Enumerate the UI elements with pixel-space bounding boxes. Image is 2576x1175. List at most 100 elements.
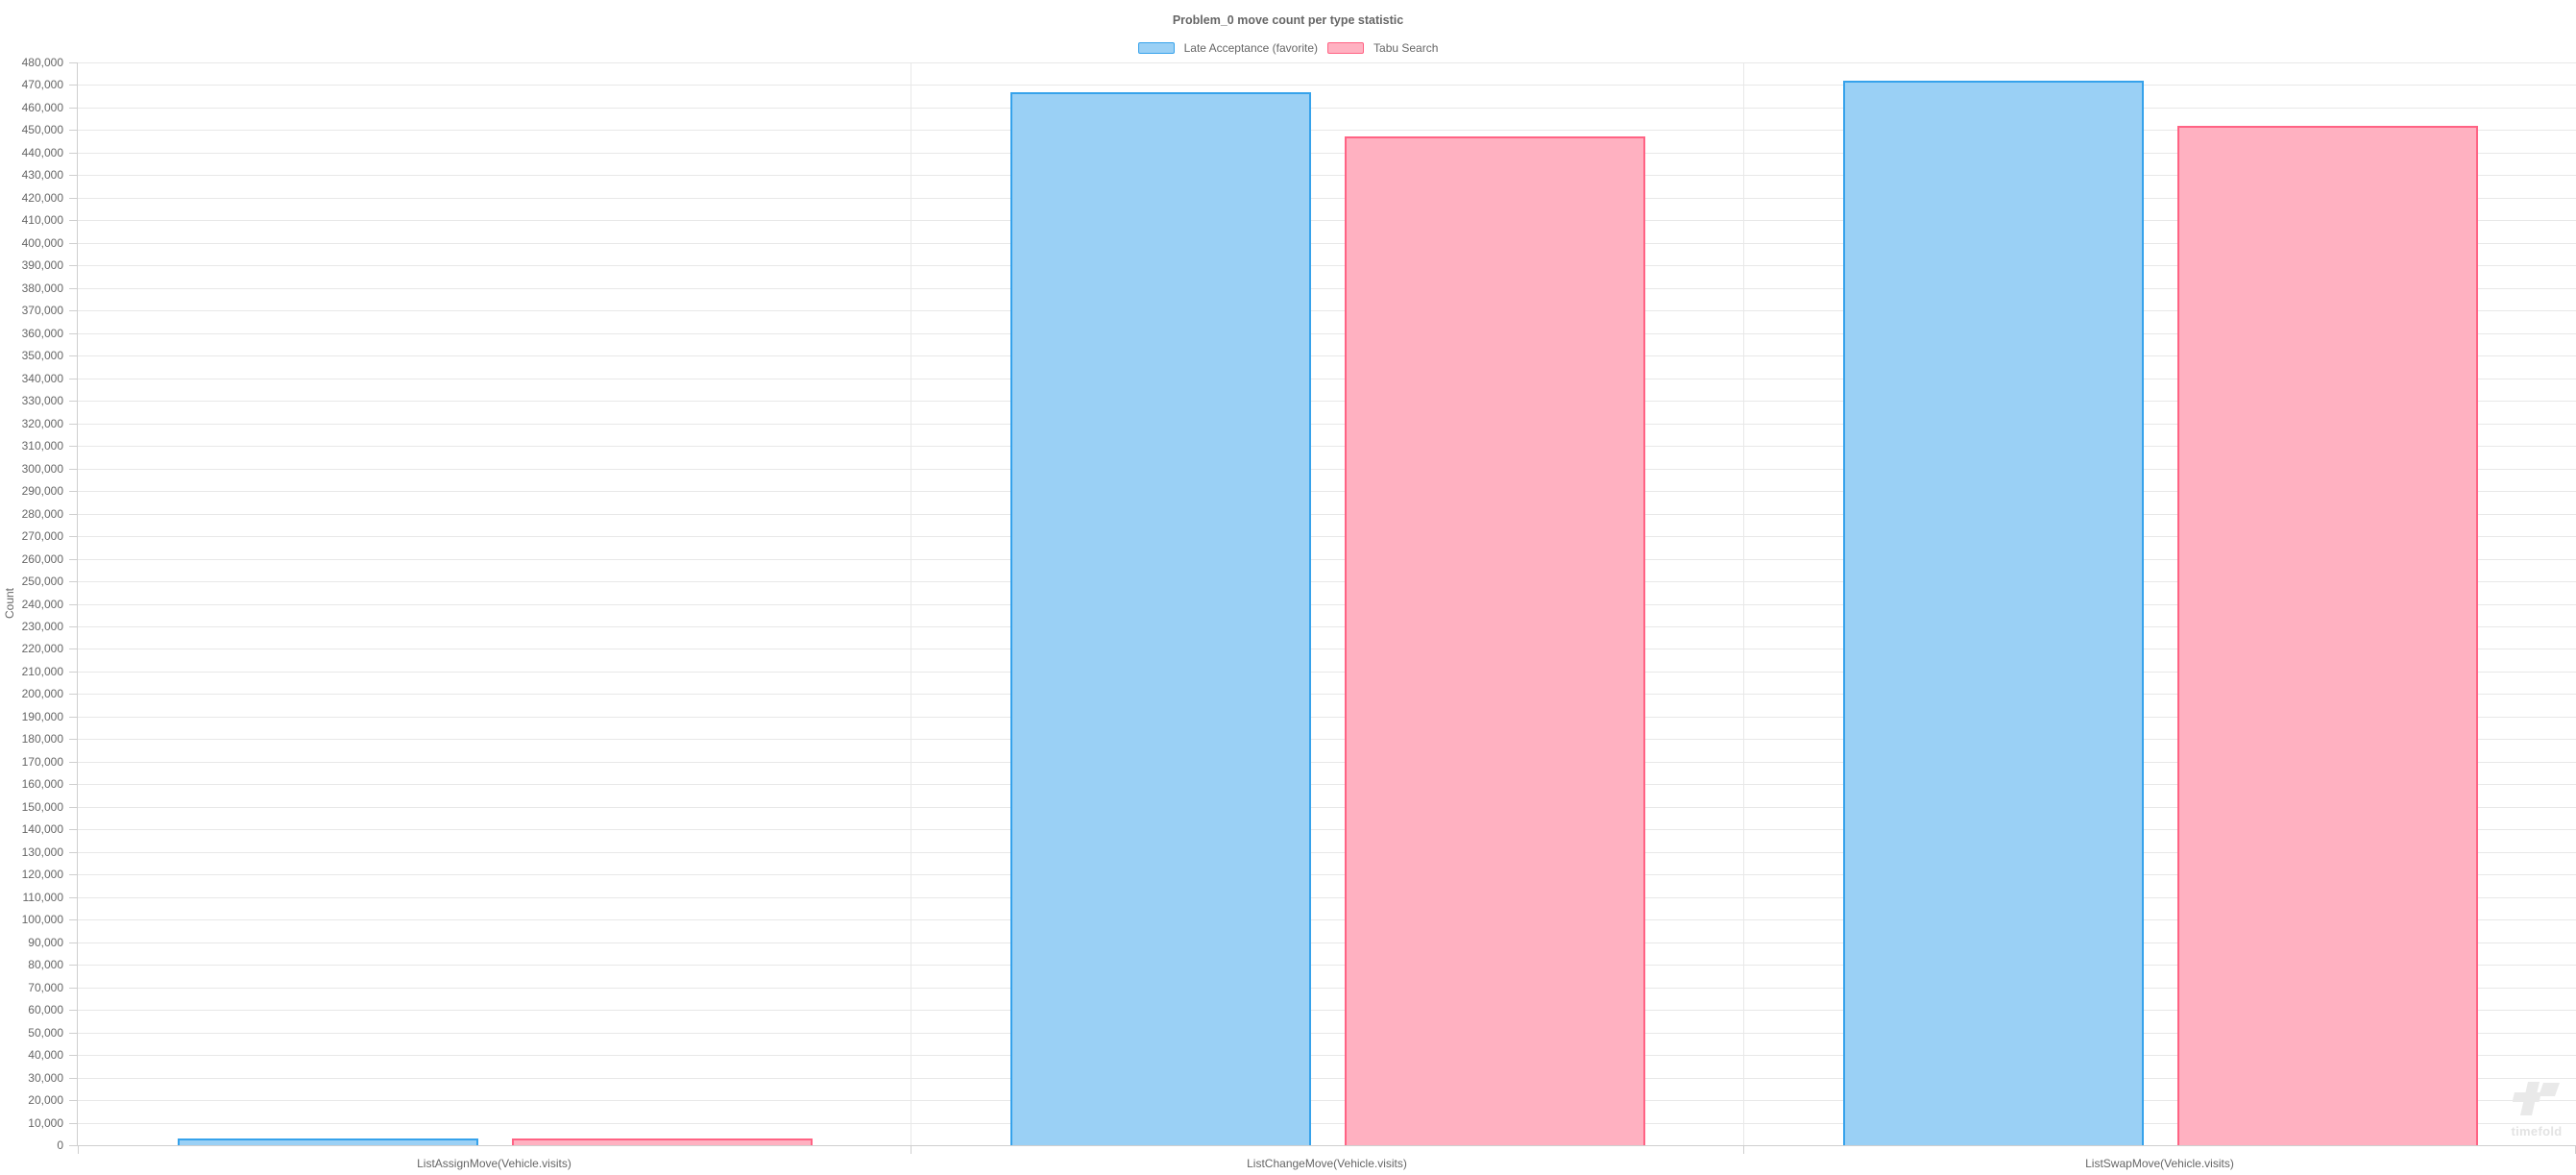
- y-tick: [69, 152, 77, 154]
- h-gridline: [78, 761, 2576, 763]
- y-tick-label: 110,000: [22, 890, 64, 904]
- y-tick: [69, 265, 77, 267]
- y-tick-label: 470,000: [21, 78, 63, 92]
- y-tick-label: 200,000: [21, 687, 63, 701]
- h-gridline: [78, 287, 2576, 289]
- h-gridline: [78, 107, 2576, 109]
- h-gridline: [78, 987, 2576, 989]
- bar-late-acceptance-favorite-listassignmove-vehicle-visits[interactable]: [178, 1138, 478, 1145]
- h-gridline: [78, 1077, 2576, 1079]
- y-tick-label: 60,000: [28, 1003, 63, 1017]
- x-tick: [78, 1146, 79, 1154]
- plot-area: [69, 62, 2576, 1154]
- watermark: timefold: [2503, 1079, 2570, 1138]
- h-gridline: [78, 468, 2576, 470]
- y-tick: [69, 197, 77, 199]
- h-gridline: [78, 581, 2576, 583]
- y-tick-label: 300,000: [21, 461, 63, 476]
- legend-swatch-icon: [1137, 42, 1175, 54]
- h-gridline: [78, 85, 2576, 86]
- h-gridline: [78, 332, 2576, 334]
- h-gridline: [78, 671, 2576, 673]
- h-gridline: [78, 784, 2576, 786]
- y-tick-label: 250,000: [21, 575, 63, 589]
- h-gridline: [78, 694, 2576, 696]
- y-tick: [69, 175, 77, 177]
- h-gridline: [78, 806, 2576, 808]
- x-category-label-listswapmove-vehicle-visits: ListSwapMove(Vehicle.visits): [2085, 1157, 2234, 1170]
- y-tick: [69, 739, 77, 741]
- chart-title: Problem_0 move count per type statistic: [1172, 13, 1404, 27]
- y-tick: [69, 242, 77, 244]
- h-gridline: [78, 739, 2576, 741]
- h-gridline: [78, 896, 2576, 898]
- y-tick-label: 480,000: [21, 56, 63, 69]
- y-tick: [69, 446, 77, 448]
- legend-item-late-acceptance-favorite[interactable]: Late Acceptance (favorite): [1137, 41, 1318, 55]
- y-tick-label: 170,000: [21, 754, 63, 769]
- y-tick: [69, 536, 77, 538]
- y-tick: [69, 1122, 77, 1124]
- h-gridline: [78, 130, 2576, 132]
- h-gridline: [78, 1055, 2576, 1057]
- y-tick: [69, 287, 77, 289]
- bar-late-acceptance-favorite-listchangemove-vehicle-visits[interactable]: [1010, 92, 1311, 1145]
- bars: [78, 62, 2576, 1145]
- h-gridline: [78, 62, 2576, 63]
- h-gridline: [78, 851, 2576, 853]
- bar-tabu-search-listchangemove-vehicle-visits[interactable]: [1345, 135, 1645, 1145]
- legend-swatch-icon: [1327, 42, 1365, 54]
- y-tick: [69, 332, 77, 334]
- y-tick-label: 420,000: [21, 190, 63, 205]
- h-gridline: [78, 829, 2576, 831]
- y-tick-label: 440,000: [21, 145, 63, 159]
- legend: Late Acceptance (favorite) Tabu Search: [0, 41, 2576, 55]
- y-tick-label: 390,000: [21, 258, 63, 273]
- x-category-label-listchangemove-vehicle-visits: ListChangeMove(Vehicle.visits): [1247, 1157, 1407, 1170]
- y-tick-label: 290,000: [21, 484, 63, 499]
- y-tick: [69, 355, 77, 357]
- bar-tabu-search-listassignmove-vehicle-visits[interactable]: [512, 1138, 813, 1145]
- h-gridline: [78, 1010, 2576, 1012]
- h-gridline: [78, 310, 2576, 312]
- y-tick-label: 430,000: [21, 168, 63, 183]
- y-tick: [69, 1055, 77, 1057]
- y-tick-label: 70,000: [28, 980, 63, 994]
- y-tick: [69, 107, 77, 109]
- y-tick: [69, 694, 77, 696]
- y-tick-label: 350,000: [21, 349, 63, 363]
- y-tick-label: 150,000: [21, 799, 63, 814]
- legend-label: Tabu Search: [1373, 41, 1439, 55]
- bar-late-acceptance-favorite-listswapmove-vehicle-visits[interactable]: [1843, 81, 2144, 1145]
- y-tick-label: 400,000: [21, 235, 63, 250]
- y-tick-label: 310,000: [21, 439, 63, 453]
- h-gridline: [78, 1032, 2576, 1034]
- y-tick: [69, 919, 77, 921]
- y-tick-label: 410,000: [21, 213, 63, 228]
- y-tick: [69, 1010, 77, 1012]
- y-tick-label: 140,000: [21, 822, 63, 837]
- h-gridline: [78, 716, 2576, 718]
- h-gridline: [78, 491, 2576, 493]
- y-tick: [69, 716, 77, 718]
- y-tick-label: 0: [57, 1138, 63, 1152]
- y-tick-label: 160,000: [21, 777, 63, 792]
- y-tick: [69, 468, 77, 470]
- y-tick: [69, 1077, 77, 1079]
- y-tick: [69, 874, 77, 876]
- watermark-text: timefold: [2511, 1124, 2563, 1138]
- bar-tabu-search-listswapmove-vehicle-visits[interactable]: [2177, 126, 2478, 1145]
- h-gridline: [78, 265, 2576, 267]
- legend-item-tabu-search[interactable]: Tabu Search: [1327, 41, 1438, 55]
- y-tick: [69, 851, 77, 853]
- y-tick: [69, 581, 77, 583]
- y-tick: [69, 671, 77, 673]
- h-gridline: [78, 558, 2576, 560]
- y-tick-label: 190,000: [21, 709, 63, 723]
- y-tick: [69, 829, 77, 831]
- y-tick-label: 370,000: [21, 304, 63, 318]
- y-tick-label: 210,000: [21, 664, 63, 678]
- y-axis-labels: 0 10,000 20,000 30,000 40,000 50,000 60,000 70,…: [0, 57, 64, 1151]
- y-tick-label: 460,000: [21, 100, 63, 114]
- y-tick-label: 330,000: [21, 394, 63, 408]
